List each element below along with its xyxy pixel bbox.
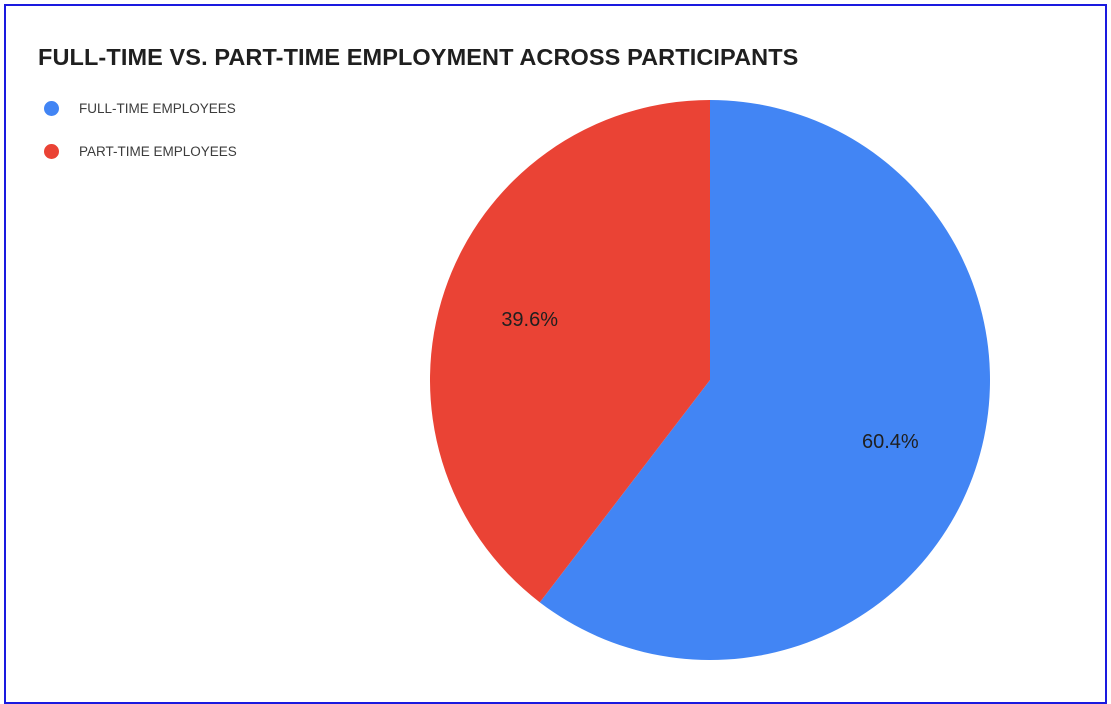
pie-slice-part-time	[430, 100, 710, 603]
legend-label-full-time: FULL-TIME EMPLOYEES	[79, 101, 236, 116]
pie-slice-full-time	[539, 100, 991, 661]
legend-item-part-time: PART-TIME EMPLOYEES	[44, 141, 237, 162]
slice-label-full-time: 60.4%	[862, 431, 919, 453]
legend-swatch-full-time	[44, 101, 59, 116]
legend-swatch-part-time	[44, 144, 59, 159]
slice-label-part-time: 39.6%	[501, 309, 558, 331]
chart-title: FULL-TIME VS. PART-TIME EMPLOYMENT ACROS…	[38, 44, 799, 70]
chart-legend: FULL-TIME EMPLOYEES PART-TIME EMPLOYEES	[44, 98, 237, 184]
legend-item-full-time: FULL-TIME EMPLOYEES	[44, 98, 237, 119]
legend-label-part-time: PART-TIME EMPLOYEES	[79, 144, 237, 159]
